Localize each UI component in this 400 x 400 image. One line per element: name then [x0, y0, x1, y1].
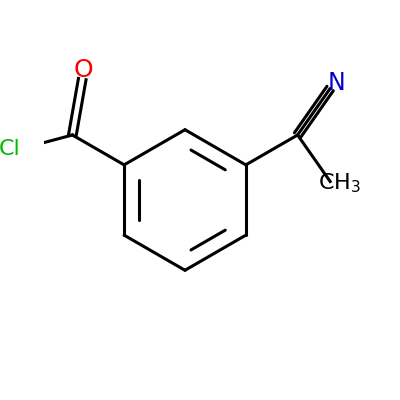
Text: O: O: [74, 58, 94, 82]
Text: Cl: Cl: [0, 139, 21, 159]
Text: CH$_3$: CH$_3$: [318, 171, 361, 195]
Text: N: N: [327, 71, 345, 95]
